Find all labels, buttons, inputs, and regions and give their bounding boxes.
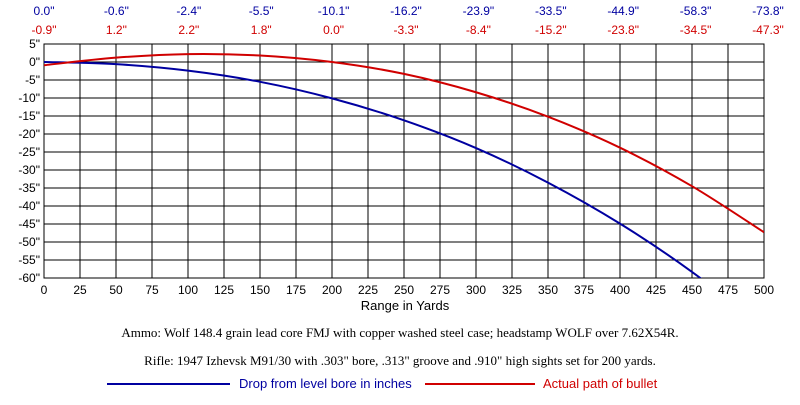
y-tick-label: -45" bbox=[18, 217, 40, 231]
x-tick-label: 425 bbox=[646, 283, 666, 297]
path-table-label: -3.3" bbox=[394, 23, 419, 37]
label-layer: 0 25 50 75 100 125 150 175 200 225 250 275 300 325 350… bbox=[18, 4, 783, 297]
path-table-label: -34.5" bbox=[680, 23, 712, 37]
y-tick-label: -50" bbox=[18, 235, 40, 249]
x-tick-label: 250 bbox=[394, 283, 414, 297]
x-tick-label: 175 bbox=[286, 283, 306, 297]
series-layer bbox=[44, 52, 764, 278]
x-tick-label: 475 bbox=[718, 283, 738, 297]
x-tick-label: 375 bbox=[574, 283, 594, 297]
path-table-label: -15.2" bbox=[535, 23, 567, 37]
drop-table-label: -5.5" bbox=[249, 4, 274, 18]
grid-layer bbox=[43, 43, 765, 279]
y-tick-label: 5" bbox=[29, 37, 40, 51]
x-tick-label: 50 bbox=[109, 283, 123, 297]
path-table-label: 1.2" bbox=[106, 23, 127, 37]
x-tick-label: 75 bbox=[145, 283, 159, 297]
drop-table-label: -0.6" bbox=[104, 4, 129, 18]
x-tick-label: 325 bbox=[502, 283, 522, 297]
drop-table-label: -2.4" bbox=[176, 4, 201, 18]
drop-table-label: -16.2" bbox=[390, 4, 422, 18]
drop-table-label: -10.1" bbox=[318, 4, 350, 18]
path-table-label: 0.0" bbox=[323, 23, 344, 37]
x-tick-label: 25 bbox=[73, 283, 87, 297]
x-tick-label: 150 bbox=[250, 283, 270, 297]
drop-table-label: -44.9" bbox=[607, 4, 639, 18]
legend-label-drop: Drop from level bore in inches bbox=[239, 376, 412, 391]
drop-table-label: -33.5" bbox=[535, 4, 567, 18]
y-tick-label: -35" bbox=[18, 181, 40, 195]
legend-label-path: Actual path of bullet bbox=[543, 376, 658, 391]
plot-frame bbox=[43, 43, 765, 279]
y-tick-label: -5" bbox=[25, 73, 40, 87]
y-tick-label: -40" bbox=[18, 199, 40, 213]
ammo-annotation: Ammo: Wolf 148.4 grain lead core FMJ wit… bbox=[121, 325, 679, 340]
drop-table-label: 0.0" bbox=[34, 4, 55, 18]
y-tick-label: -60" bbox=[18, 271, 40, 285]
path-table-label: 1.8" bbox=[251, 23, 272, 37]
y-tick-label: -55" bbox=[18, 253, 40, 267]
y-tick-label: 0" bbox=[29, 55, 40, 69]
x-tick-label: 100 bbox=[178, 283, 198, 297]
path-table-label: -0.9" bbox=[32, 23, 57, 37]
x-tick-label: 500 bbox=[754, 283, 774, 297]
y-tick-label: -25" bbox=[18, 145, 40, 159]
x-axis-title: Range in Yards bbox=[361, 298, 450, 313]
drop-table-label: -23.9" bbox=[463, 4, 495, 18]
y-tick-label: -20" bbox=[18, 127, 40, 141]
x-tick-label: 125 bbox=[214, 283, 234, 297]
drop-curve-series bbox=[44, 61, 702, 278]
y-tick-label: -15" bbox=[18, 109, 40, 123]
path-table-label: -47.3" bbox=[752, 23, 784, 37]
path-table-label: -23.8" bbox=[607, 23, 639, 37]
y-tick-label: -10" bbox=[18, 91, 40, 105]
x-tick-label: 200 bbox=[322, 283, 342, 297]
bullet-path-series bbox=[44, 52, 764, 234]
x-tick-label: 400 bbox=[610, 283, 630, 297]
drop-table-label: -73.8" bbox=[752, 4, 784, 18]
path-table-label: 2.2" bbox=[178, 23, 199, 37]
x-tick-label: 350 bbox=[538, 283, 558, 297]
drop-table-label: -58.3" bbox=[680, 4, 712, 18]
rifle-annotation: Rifle: 1947 Izhevsk M91/30 with .303" bo… bbox=[144, 353, 656, 368]
x-tick-label: 0 bbox=[41, 283, 48, 297]
y-tick-label: -30" bbox=[18, 163, 40, 177]
x-tick-label: 275 bbox=[430, 283, 450, 297]
path-table-label: -8.4" bbox=[466, 23, 491, 37]
x-tick-label: 300 bbox=[466, 283, 486, 297]
x-tick-label: 225 bbox=[358, 283, 378, 297]
x-tick-label: 450 bbox=[682, 283, 702, 297]
